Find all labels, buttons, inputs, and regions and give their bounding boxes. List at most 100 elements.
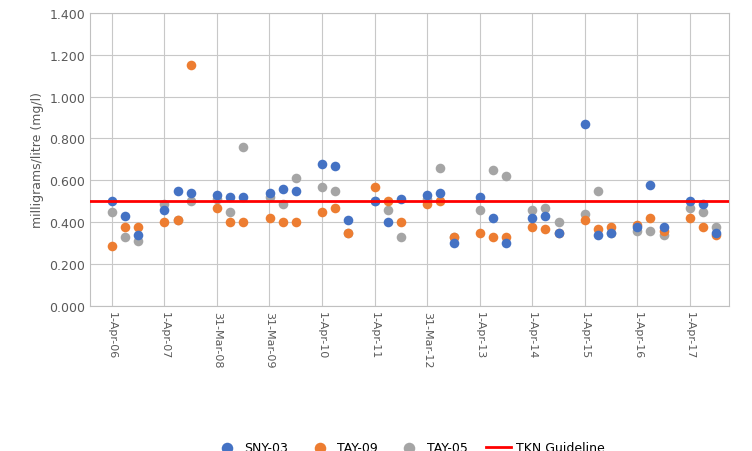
TAY-05 <box>277 200 289 207</box>
TAY-09 <box>421 200 433 207</box>
TAY-05 <box>447 234 459 241</box>
SNY-03 <box>644 182 656 189</box>
TAY-05 <box>474 207 486 214</box>
TAY-05 <box>211 196 223 203</box>
SNY-03 <box>553 230 565 237</box>
TAY-09 <box>382 198 394 206</box>
TAY-09 <box>644 215 656 222</box>
TAY-09 <box>224 219 236 226</box>
TAY-05 <box>159 200 171 207</box>
SNY-03 <box>119 213 131 220</box>
SNY-03 <box>526 215 538 222</box>
SNY-03 <box>487 215 499 222</box>
SNY-03 <box>159 207 171 214</box>
TAY-05 <box>132 238 144 245</box>
SNY-03 <box>277 186 289 193</box>
SNY-03 <box>684 198 696 206</box>
TAY-09 <box>277 219 289 226</box>
TAY-05 <box>487 167 499 174</box>
TAY-09 <box>106 242 118 249</box>
SNY-03 <box>605 230 617 237</box>
SNY-03 <box>395 196 407 203</box>
TAY-05 <box>539 205 551 212</box>
TAY-09 <box>487 234 499 241</box>
SNY-03 <box>264 190 276 197</box>
SNY-03 <box>368 198 381 206</box>
TAY-09 <box>592 226 604 233</box>
Legend: SNY-03, TAY-09, TAY-05, TKN Guideline: SNY-03, TAY-09, TAY-05, TKN Guideline <box>210 436 610 451</box>
TAY-05 <box>553 219 565 226</box>
TAY-05 <box>119 234 131 241</box>
SNY-03 <box>579 121 591 128</box>
TAY-05 <box>224 209 236 216</box>
TAY-05 <box>605 230 617 237</box>
TAY-05 <box>632 228 644 235</box>
TAY-05 <box>382 207 394 214</box>
TAY-05 <box>329 188 341 195</box>
TAY-09 <box>526 224 538 231</box>
TAY-09 <box>132 224 144 231</box>
TAY-05 <box>592 188 604 195</box>
TAY-09 <box>185 62 197 69</box>
SNY-03 <box>316 161 328 168</box>
TAY-09 <box>697 224 709 231</box>
SNY-03 <box>238 194 250 202</box>
TAY-05 <box>710 224 722 231</box>
TAY-05 <box>500 173 512 180</box>
SNY-03 <box>592 232 604 239</box>
TAY-05 <box>238 144 250 151</box>
TAY-09 <box>342 230 354 237</box>
SNY-03 <box>224 194 236 202</box>
TAY-09 <box>368 184 381 191</box>
SNY-03 <box>211 192 223 199</box>
TAY-09 <box>264 215 276 222</box>
SNY-03 <box>447 240 459 248</box>
SNY-03 <box>421 192 433 199</box>
SNY-03 <box>106 198 118 206</box>
TAY-09 <box>684 215 696 222</box>
TAY-09 <box>447 234 459 241</box>
TAY-05 <box>264 194 276 202</box>
SNY-03 <box>185 190 197 197</box>
TAY-05 <box>185 198 197 206</box>
TAY-09 <box>435 198 447 206</box>
TAY-05 <box>644 228 656 235</box>
TAY-05 <box>316 184 328 191</box>
TAY-09 <box>658 228 670 235</box>
TAY-09 <box>579 217 591 225</box>
TAY-05 <box>684 205 696 212</box>
TAY-09 <box>159 219 171 226</box>
TAY-05 <box>697 209 709 216</box>
TAY-05 <box>579 211 591 218</box>
TAY-05 <box>342 230 354 237</box>
TAY-09 <box>500 234 512 241</box>
TAY-05 <box>368 198 381 206</box>
TAY-09 <box>211 205 223 212</box>
TAY-09 <box>238 219 250 226</box>
SNY-03 <box>710 230 722 237</box>
TAY-05 <box>290 175 302 183</box>
SNY-03 <box>329 163 341 170</box>
SNY-03 <box>290 188 302 195</box>
SNY-03 <box>342 217 354 225</box>
SNY-03 <box>132 232 144 239</box>
SNY-03 <box>435 190 447 197</box>
Y-axis label: milligrams/litre (mg/l): milligrams/litre (mg/l) <box>31 92 44 228</box>
SNY-03 <box>658 224 670 231</box>
TAY-09 <box>474 230 486 237</box>
TAY-09 <box>316 209 328 216</box>
SNY-03 <box>539 213 551 220</box>
TAY-09 <box>329 205 341 212</box>
TAY-05 <box>171 217 183 225</box>
TAY-09 <box>632 221 644 229</box>
TAY-05 <box>435 165 447 172</box>
TAY-09 <box>119 224 131 231</box>
TAY-09 <box>605 224 617 231</box>
SNY-03 <box>382 219 394 226</box>
TAY-09 <box>395 219 407 226</box>
TAY-05 <box>526 207 538 214</box>
SNY-03 <box>474 194 486 202</box>
SNY-03 <box>697 200 709 207</box>
TAY-09 <box>553 230 565 237</box>
TAY-05 <box>106 209 118 216</box>
